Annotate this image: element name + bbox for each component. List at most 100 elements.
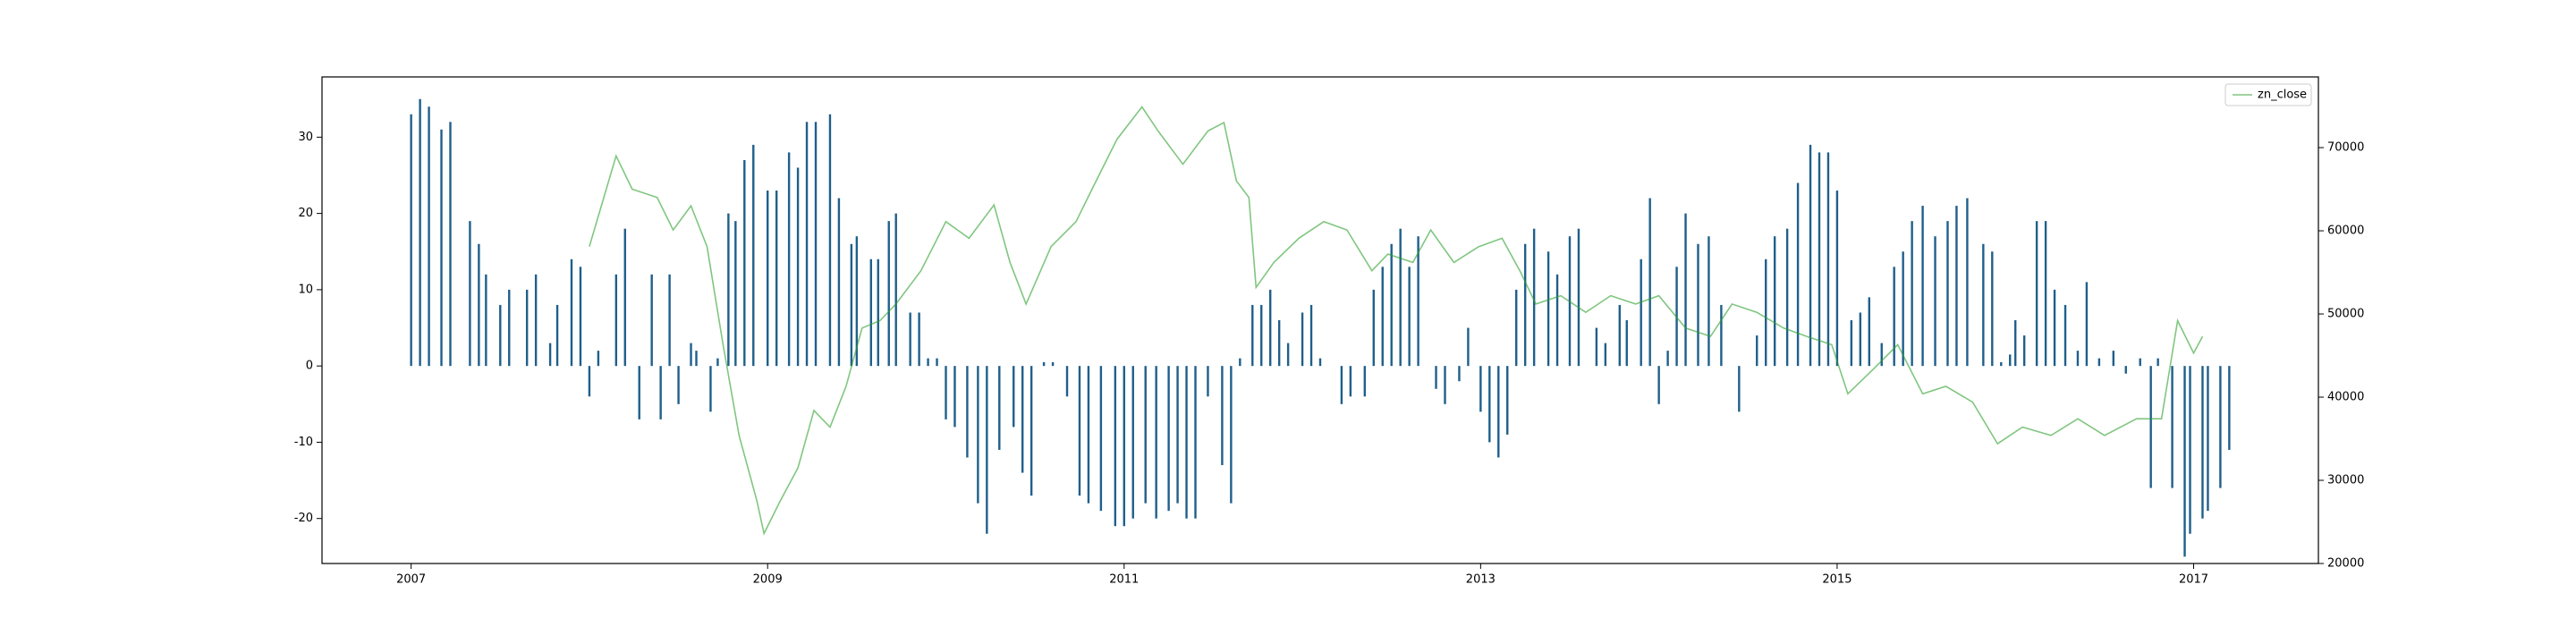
bar <box>1309 304 1313 367</box>
bar <box>1488 366 1491 443</box>
bar <box>1595 327 1598 367</box>
bar <box>1435 366 1437 389</box>
bar <box>1697 243 1699 367</box>
bar <box>695 351 698 367</box>
bar <box>1648 198 1651 367</box>
bar <box>1966 198 1969 367</box>
bar <box>428 106 430 367</box>
bar <box>555 304 559 367</box>
bar <box>525 289 529 367</box>
bar <box>945 366 947 419</box>
bar <box>614 274 618 367</box>
bar <box>1194 366 1197 519</box>
bar <box>894 213 897 367</box>
bar <box>449 122 452 367</box>
y-tick-label: 30 <box>298 131 313 144</box>
bar <box>1835 191 1839 367</box>
y-tick-label: -10 <box>294 436 313 449</box>
bar <box>2149 366 2152 488</box>
bar <box>1030 366 1033 496</box>
y-tick-label: 10 <box>298 283 313 296</box>
bar <box>1399 228 1402 367</box>
bar <box>1684 213 1687 367</box>
bar <box>1301 312 1304 367</box>
bar <box>2157 358 2159 367</box>
bar <box>1625 320 1628 367</box>
bar <box>2009 354 2012 367</box>
bar <box>1868 297 1870 367</box>
bar <box>1523 243 1527 367</box>
bar <box>1765 258 1767 367</box>
x-tick-label: 2009 <box>753 573 783 587</box>
bar <box>570 258 573 367</box>
bar <box>1318 358 1322 367</box>
x-tick-label: 2013 <box>1466 573 1496 587</box>
bar <box>855 236 859 367</box>
bar <box>1123 366 1125 527</box>
bar <box>1826 152 1830 367</box>
bar <box>1114 366 1117 527</box>
bar <box>716 358 719 367</box>
bar <box>2139 358 2141 367</box>
bar <box>1911 221 1913 367</box>
bar <box>2014 320 2017 367</box>
bar <box>534 274 538 367</box>
bar <box>1515 289 1518 367</box>
bar <box>837 198 841 367</box>
bar <box>1176 366 1179 504</box>
bar <box>966 366 969 458</box>
bar <box>579 267 582 367</box>
bar <box>1207 366 1209 397</box>
bar <box>1458 366 1461 382</box>
bar <box>1417 236 1419 367</box>
bar <box>659 366 662 419</box>
bar <box>2171 366 2174 488</box>
bar <box>787 152 791 367</box>
bar <box>650 274 653 367</box>
y-tick-label: 20 <box>298 207 313 220</box>
bar <box>1738 366 1741 412</box>
bar <box>1880 343 1883 367</box>
bar <box>1859 312 1862 367</box>
bar <box>953 366 956 428</box>
y2-tick-label: 60000 <box>2327 225 2364 238</box>
bar <box>690 343 692 367</box>
bar <box>1260 304 1263 367</box>
bar <box>1707 236 1710 367</box>
bar <box>548 343 552 367</box>
y2-tick-label: 40000 <box>2327 391 2364 404</box>
bar <box>709 366 712 412</box>
bar <box>1167 366 1170 512</box>
bar <box>734 221 737 367</box>
bar <box>2207 366 2209 512</box>
bar <box>1078 366 1081 496</box>
bar <box>1444 366 1446 404</box>
bar <box>1087 366 1090 504</box>
bar <box>1577 228 1580 367</box>
bar <box>1618 304 1621 367</box>
bar <box>2228 366 2231 450</box>
bar <box>998 366 1001 450</box>
bar <box>752 144 755 367</box>
bar <box>2219 366 2222 488</box>
bar <box>2183 366 2186 557</box>
bar <box>1251 304 1254 367</box>
bar <box>1796 182 1800 367</box>
bar <box>2097 358 2101 367</box>
bar <box>1021 366 1024 473</box>
bar <box>1131 366 1134 519</box>
bar <box>1497 366 1500 458</box>
y2-tick-label: 20000 <box>2327 557 2364 571</box>
bar <box>814 122 818 367</box>
bar <box>1277 320 1281 367</box>
legend-label: zn_close <box>2258 89 2307 102</box>
x-tick-label: 2015 <box>1822 573 1852 587</box>
bar <box>1051 361 1055 367</box>
bar <box>1013 366 1015 428</box>
bar <box>1185 366 1188 519</box>
bar <box>597 351 600 367</box>
bar <box>1555 274 1559 367</box>
bar <box>1042 361 1046 367</box>
bar <box>877 258 879 367</box>
